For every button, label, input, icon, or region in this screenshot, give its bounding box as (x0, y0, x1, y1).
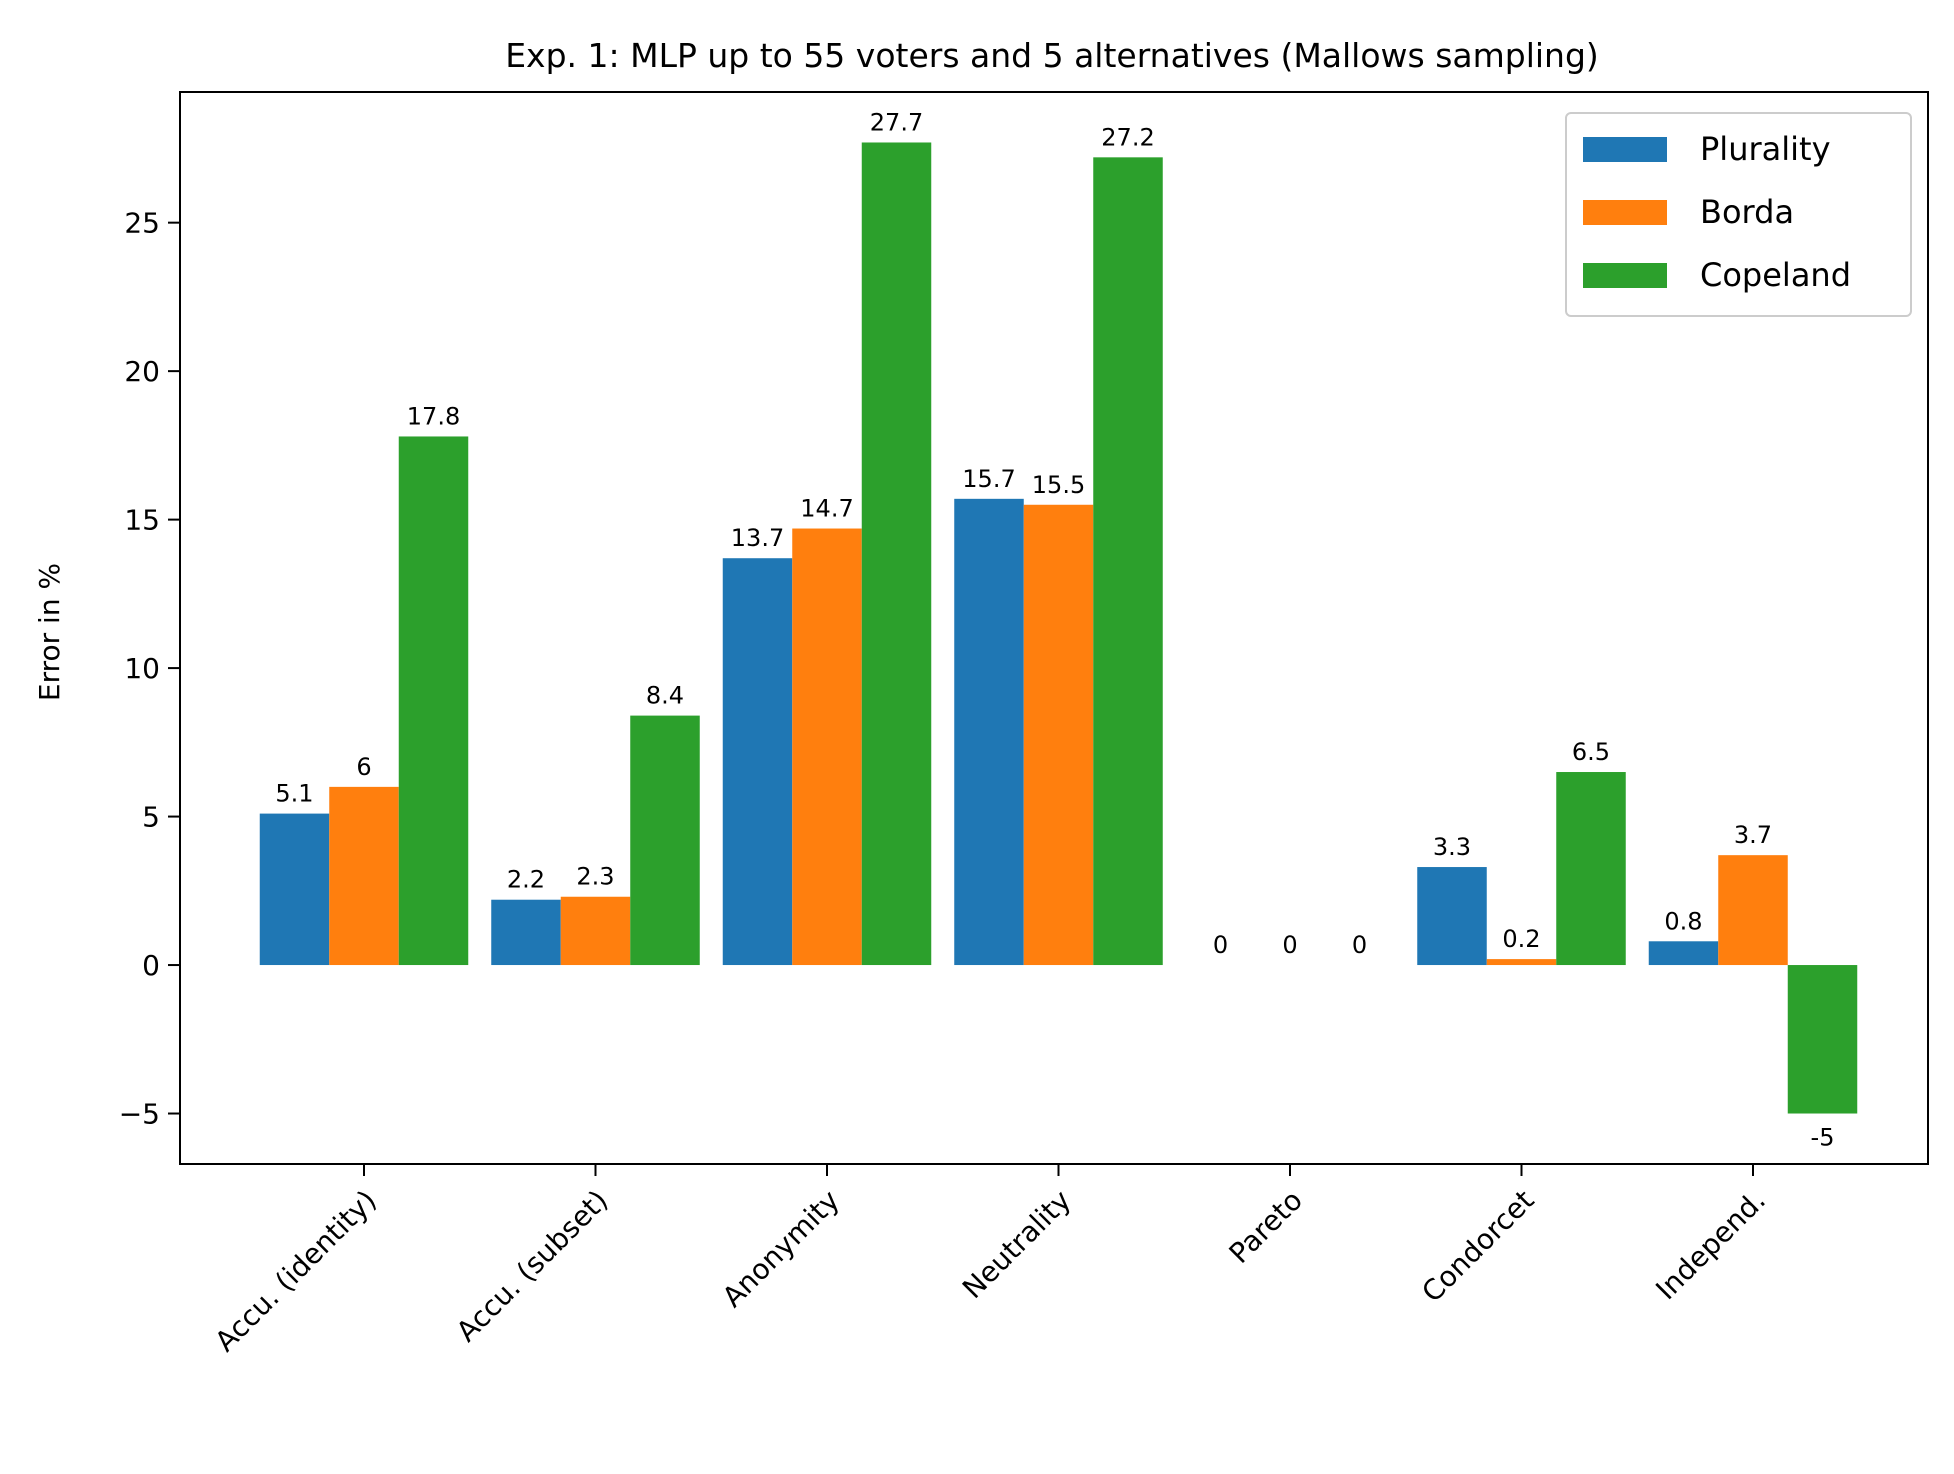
x-tick-label-neutrality: Neutrality (956, 1184, 1077, 1305)
legend-label-borda: Borda (1700, 193, 1794, 231)
bar-borda-neutrality (1023, 504, 1094, 966)
bar-borda-condorcet (1486, 959, 1557, 966)
data-label-borda-accu-identity: 6 (356, 753, 371, 781)
data-label-plurality-condorcet: 3.3 (1433, 833, 1471, 861)
bar-copeland-accu-subset (630, 715, 700, 966)
bar-plurality-accu-identity (259, 813, 330, 966)
bar-copeland-condorcet (1556, 772, 1626, 966)
y-tick-label: −5 (119, 1098, 160, 1131)
y-tick-label: 5 (142, 801, 160, 834)
y-tick-label: 15 (124, 504, 160, 537)
data-label-copeland-condorcet: 6.5 (1572, 738, 1610, 766)
legend-label-copeland: Copeland (1700, 256, 1851, 294)
bar-copeland-independ (1787, 965, 1858, 1114)
x-tick-label-anonymity: Anonymity (716, 1184, 846, 1314)
bars-group (259, 142, 1858, 1114)
data-label-borda-condorcet: 0.2 (1502, 925, 1540, 953)
data-label-copeland-accu-subset: 8.4 (646, 682, 684, 710)
bar-plurality-accu-subset (491, 899, 561, 966)
y-tick-label: 0 (142, 949, 160, 982)
data-label-plurality-anonymity: 13.7 (731, 524, 784, 552)
x-tick-label-accu-subset: Accu. (subset) (450, 1184, 615, 1349)
x-tick-label-pareto: Pareto (1223, 1184, 1309, 1270)
data-label-plurality-neutrality: 15.7 (962, 465, 1015, 493)
bar-copeland-anonymity (861, 142, 932, 966)
legend: Plurality Borda Copeland (1565, 112, 1912, 317)
bar-plurality-condorcet (1417, 867, 1487, 966)
x-tick-label-independ: Independ. (1649, 1184, 1772, 1307)
bar-plurality-independ (1648, 941, 1719, 966)
y-axis-label: Error in % (33, 563, 66, 701)
data-label-copeland-accu-identity: 17.8 (407, 402, 460, 430)
x-tick-label-accu-identity: Accu. (identity) (209, 1184, 383, 1358)
data-label-plurality-accu-identity: 5.1 (275, 780, 313, 808)
bar-borda-anonymity (792, 528, 862, 966)
data-labels-group: 5.1 2.2 13.7 15.7 0 3.3 0.8 6 2.3 14.7 15.5 0 0.2 3.7… (275, 108, 1834, 1151)
legend-swatch-plurality (1583, 137, 1667, 162)
chart-title: Exp. 1: MLP up to 55 voters and 5 altern… (505, 36, 1599, 75)
data-label-copeland-pareto: 0 (1352, 931, 1367, 959)
data-label-borda-neutrality: 15.5 (1032, 471, 1085, 499)
legend-swatch-copeland (1583, 263, 1667, 288)
bar-borda-independ (1718, 855, 1788, 966)
bar-plurality-anonymity (722, 558, 793, 966)
x-tick-label-condorcet: Condorcet (1415, 1184, 1540, 1309)
x-axis: Accu. (identity) Accu. (subset) Anonymity N… (209, 1164, 1772, 1358)
bar-copeland-accu-identity (398, 436, 469, 966)
data-label-copeland-anonymity: 27.7 (870, 108, 923, 136)
y-tick-label: 10 (124, 652, 160, 685)
legend-swatch-borda (1583, 200, 1667, 225)
data-label-borda-anonymity: 14.7 (800, 495, 853, 523)
bar-borda-accu-subset (560, 896, 631, 966)
bar-plurality-neutrality (954, 498, 1024, 966)
data-label-borda-accu-subset: 2.3 (576, 863, 614, 891)
data-label-plurality-accu-subset: 2.2 (507, 866, 545, 894)
data-label-plurality-pareto: 0 (1213, 931, 1228, 959)
bar-borda-accu-identity (329, 786, 399, 966)
data-label-copeland-neutrality: 27.2 (1101, 123, 1154, 151)
y-axis: −5 0 5 10 15 20 25 (119, 207, 180, 1131)
data-label-borda-independ: 3.7 (1734, 821, 1772, 849)
data-label-plurality-independ: 0.8 (1664, 907, 1702, 935)
data-label-copeland-independ: -5 (1811, 1124, 1835, 1152)
y-tick-label: 25 (124, 207, 160, 240)
bar-copeland-neutrality (1093, 157, 1163, 966)
plot-frame (179, 91, 1929, 1165)
y-tick-label: 20 (124, 355, 160, 388)
data-label-borda-pareto: 0 (1282, 931, 1297, 959)
legend-label-plurality: Plurality (1700, 130, 1831, 168)
